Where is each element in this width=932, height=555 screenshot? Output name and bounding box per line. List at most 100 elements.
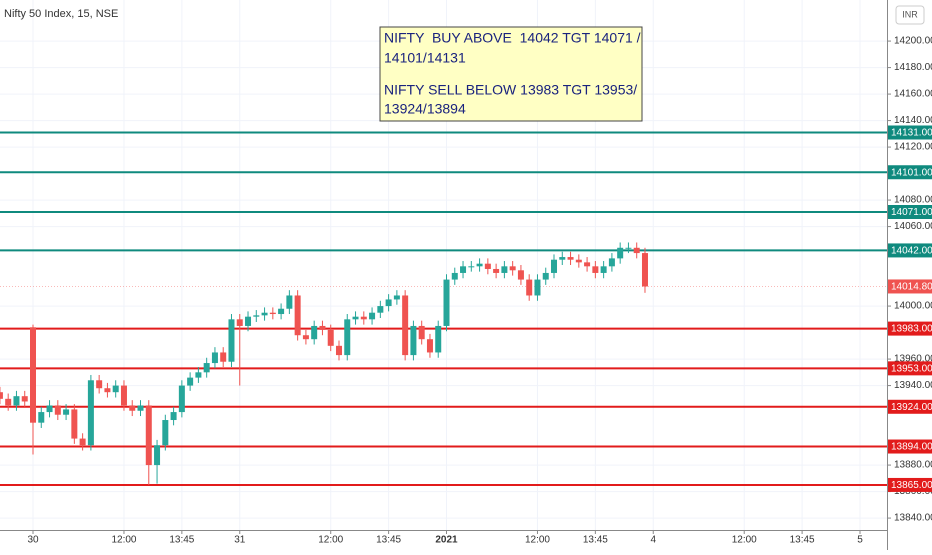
candle-body — [21, 396, 28, 402]
y-tick-label: 14000.00 — [894, 301, 932, 312]
y-tick-label: 14140.00 — [894, 115, 932, 126]
candle-body — [211, 352, 218, 364]
candle-body — [203, 363, 210, 373]
candle-body — [592, 266, 599, 273]
candle-body — [236, 319, 243, 326]
y-tick-label: 14200.00 — [894, 36, 932, 47]
price-tag — [888, 165, 932, 180]
candle-body — [641, 253, 648, 287]
candle-body — [79, 438, 86, 446]
candle-body — [567, 257, 574, 260]
candle-body — [145, 405, 152, 466]
candle-body — [526, 279, 533, 296]
x-tick-label: 13:45 — [583, 535, 608, 546]
candle-body — [393, 295, 400, 300]
candle-body — [38, 412, 45, 423]
candle-body — [460, 266, 467, 273]
x-tick-label: 30 — [27, 535, 39, 546]
currency-label[interactable]: INR — [902, 9, 918, 19]
price-tag-label: 14014.80 — [891, 282, 932, 293]
annotation-line: NIFTY BUY ABOVE 14042 TGT 14071 / — [384, 30, 641, 46]
y-tick-label: 13880.00 — [894, 460, 932, 471]
candle-body — [87, 380, 94, 446]
candle-body — [154, 445, 161, 466]
candle-body — [63, 409, 70, 415]
candle-body — [178, 385, 185, 413]
candle-body — [261, 312, 268, 316]
candle-body — [187, 377, 194, 386]
candle-body — [534, 279, 541, 296]
candle-body — [352, 316, 359, 320]
candle-body — [319, 325, 326, 330]
price-tag — [888, 477, 932, 492]
candle-body — [559, 257, 566, 260]
candle-body — [278, 308, 285, 315]
candle-body — [335, 345, 342, 356]
candle-body — [551, 259, 558, 273]
candle-body — [493, 268, 500, 273]
annotation-box — [379, 26, 643, 122]
candle-body — [30, 327, 36, 423]
x-tick-label: 2021 — [435, 535, 458, 546]
y-tick-label: 13840.00 — [894, 513, 932, 524]
candle-body — [633, 247, 640, 254]
annotation-line: 14101/14131 — [384, 50, 466, 66]
price-tag — [888, 399, 932, 414]
x-tick-label: 12:00 — [318, 535, 343, 546]
price-tag — [888, 321, 932, 336]
candle-body — [104, 388, 111, 393]
candle-body — [435, 325, 442, 353]
candle-body — [71, 409, 78, 439]
levels — [0, 131, 887, 486]
candle-body — [377, 306, 384, 313]
candle-body — [410, 325, 417, 356]
x-tick-label: 12:00 — [111, 535, 136, 546]
price-tag — [888, 205, 932, 219]
candle-body — [344, 319, 351, 356]
currency-button[interactable] — [895, 5, 925, 25]
y-tick-label: 14060.00 — [894, 221, 932, 232]
price-tag-label: 14101.00 — [891, 167, 932, 178]
candle-body — [418, 325, 425, 340]
candle-body — [129, 405, 136, 411]
candle-body — [360, 316, 367, 320]
price-tag — [888, 439, 932, 454]
candle-body — [54, 405, 61, 415]
candle-body — [162, 420, 169, 446]
candles — [0, 242, 648, 485]
price-tag-label: 13894.00 — [891, 442, 932, 453]
x-tick-label: 13:45 — [790, 535, 815, 546]
candle-body — [575, 259, 582, 263]
candle-body — [584, 262, 591, 267]
x-tick-label: 31 — [234, 535, 246, 546]
candle-body — [468, 266, 475, 268]
y-tick-label: 14120.00 — [894, 142, 932, 153]
candle-body — [294, 295, 301, 336]
price-tags: 14131.00 14101.00 14071.00 14042.00 13983.00… — [888, 125, 932, 492]
candle-body — [542, 272, 549, 280]
price-tag-label: 13865.00 — [891, 480, 932, 491]
candle-body — [269, 312, 276, 315]
candle-body — [311, 325, 318, 340]
candle-body — [426, 339, 433, 353]
price-tag-label: 13924.00 — [891, 402, 932, 413]
candle-body — [517, 270, 524, 280]
annotation-line: 13924/13894 — [384, 101, 466, 117]
candle-body — [137, 405, 144, 411]
candle-body — [228, 319, 235, 362]
y-tick-label: 13940.00 — [894, 380, 932, 391]
candle-body — [327, 329, 334, 346]
y-tick-label: 13960.00 — [894, 354, 932, 365]
candle-body — [96, 380, 103, 389]
candle-body — [608, 258, 615, 267]
candle-body — [484, 263, 491, 269]
candle-body — [286, 295, 293, 309]
y-tick-label: 14180.00 — [894, 62, 932, 73]
candle-body — [509, 266, 516, 271]
candle-body — [443, 279, 450, 326]
price-tag — [888, 361, 932, 376]
candle-body — [302, 335, 309, 340]
candle-body — [501, 266, 508, 273]
